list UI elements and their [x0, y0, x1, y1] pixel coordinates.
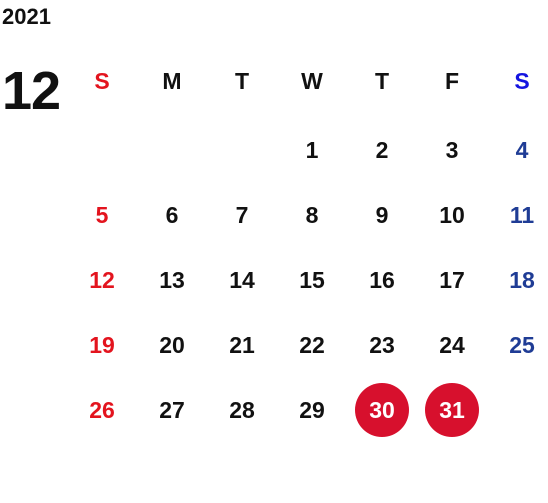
day: 25	[509, 331, 535, 358]
day: 14	[229, 266, 255, 293]
weekday-header: T	[234, 67, 250, 94]
day: 7	[235, 201, 249, 228]
day: 11	[509, 201, 535, 228]
weekday-header: S	[94, 67, 110, 94]
month: 12	[2, 61, 61, 121]
day: 5	[95, 201, 109, 228]
day: 3	[445, 136, 459, 163]
day: 15	[299, 266, 325, 293]
year: 2021	[2, 4, 51, 29]
day: 10	[439, 201, 465, 228]
day: 8	[305, 201, 319, 228]
day: 29	[299, 396, 325, 423]
day: 27	[159, 396, 185, 423]
day: 13	[159, 266, 185, 293]
day: 19	[89, 331, 115, 358]
day: 16	[369, 266, 395, 293]
weekday-header: W	[301, 67, 323, 94]
day: 28	[229, 396, 255, 423]
day: 9	[375, 201, 389, 228]
day: 31	[425, 383, 479, 437]
day: 24	[439, 331, 465, 358]
day: 22	[299, 331, 325, 358]
day: 2	[375, 136, 389, 163]
day: 1	[305, 136, 319, 163]
weekday-header: S	[514, 67, 530, 94]
day: 23	[369, 331, 395, 358]
weekday-header: T	[374, 67, 390, 94]
day: 21	[229, 331, 255, 358]
weekday-header: F	[444, 67, 460, 94]
weekday-header: M	[162, 67, 182, 94]
day: 6	[165, 201, 179, 228]
day: 12	[89, 266, 115, 293]
day: 17	[439, 266, 465, 293]
day: 26	[89, 396, 115, 423]
day: 20	[159, 331, 185, 358]
day: 4	[515, 136, 529, 163]
day: 30	[355, 383, 409, 437]
day: 18	[509, 266, 535, 293]
